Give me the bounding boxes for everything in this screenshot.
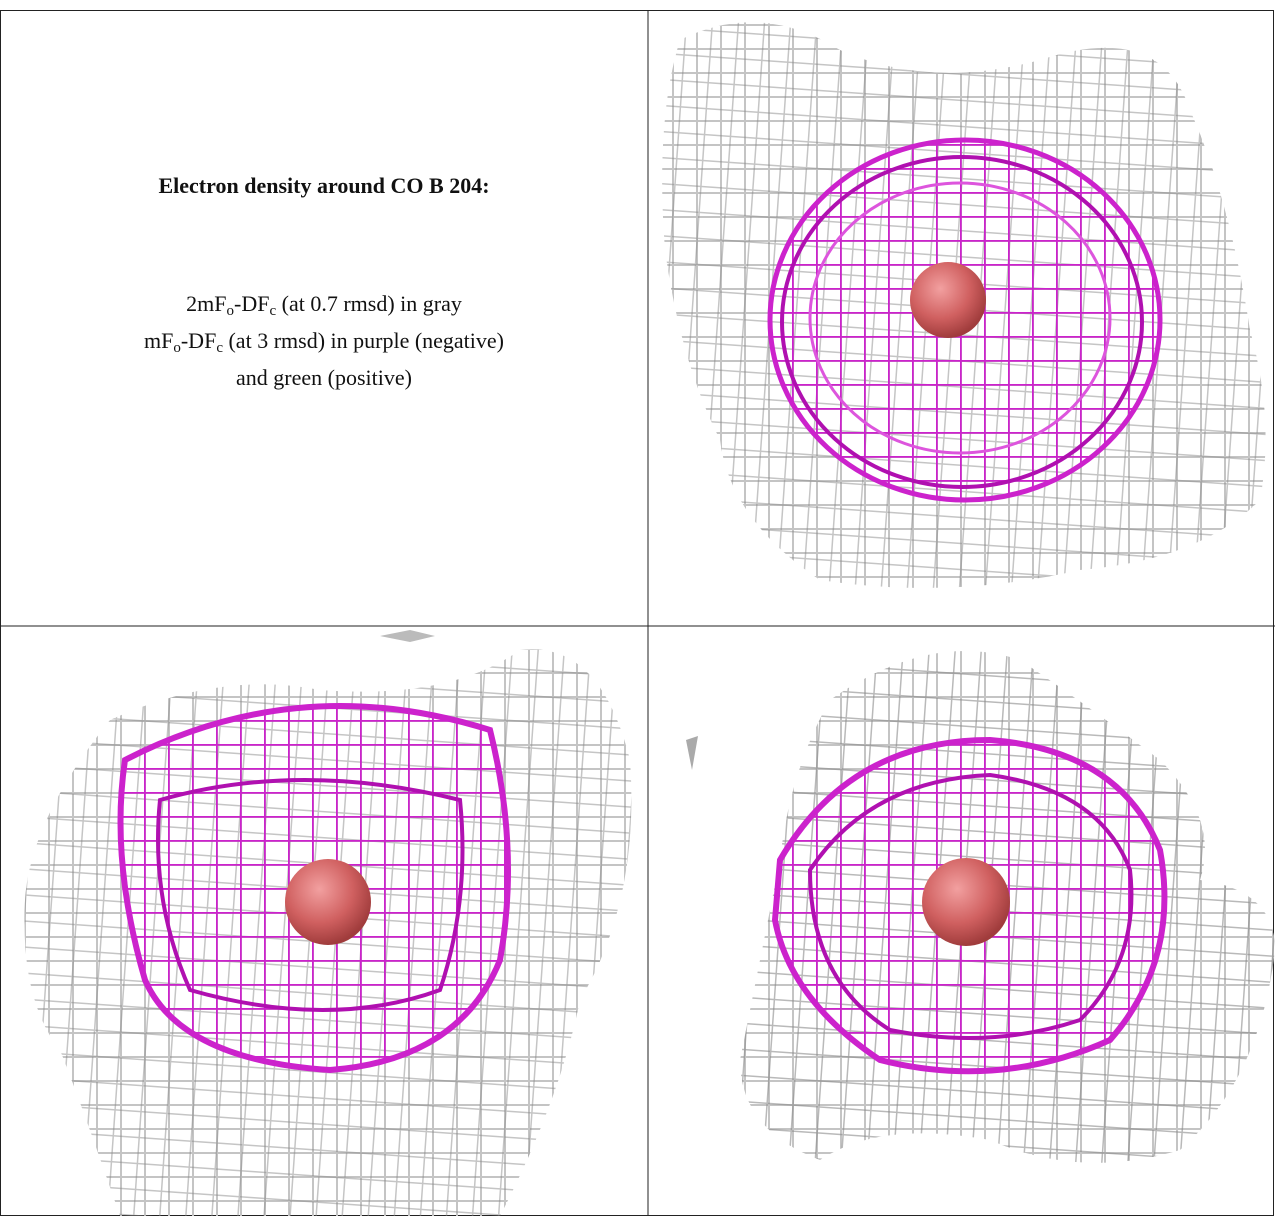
caption-cell: Electron density around CO B 204: 2mFo-D… xyxy=(0,10,648,626)
caption-line: and green (positive) xyxy=(0,359,648,396)
subscript: c xyxy=(216,340,223,356)
text: and green (positive) xyxy=(236,365,412,390)
text: (at 0.7 rmsd) in gray xyxy=(276,291,462,316)
caption-line: mFo-DFc (at 3 rmsd) in purple (negative) xyxy=(0,322,648,359)
caption-line: 2mFo-DFc (at 0.7 rmsd) in gray xyxy=(0,285,648,322)
subscript: o xyxy=(226,303,235,319)
caption-title: Electron density around CO B 204: xyxy=(158,173,490,198)
text: 2mF xyxy=(186,291,227,316)
density-view-3 xyxy=(686,651,1275,1163)
text: -DF xyxy=(180,328,217,353)
subscript: c xyxy=(269,303,277,319)
caption-lines: 2mFo-DFc (at 0.7 rmsd) in gray mFo-DFc (a… xyxy=(0,285,648,396)
subscript: o xyxy=(173,340,181,356)
density-view-2 xyxy=(24,630,632,1216)
text: mF xyxy=(144,328,174,353)
density-view-1 xyxy=(662,22,1266,588)
text: -DF xyxy=(234,291,270,316)
text: (at 3 rmsd) in purple (negative) xyxy=(222,328,504,353)
